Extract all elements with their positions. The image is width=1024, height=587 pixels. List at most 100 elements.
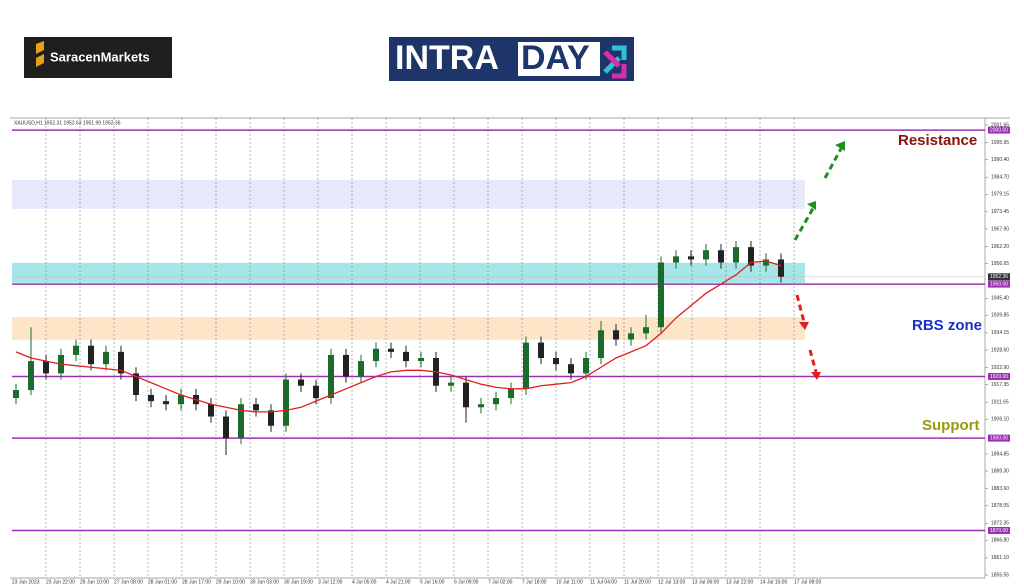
moving-average xyxy=(15,260,782,413)
candle-body xyxy=(493,398,499,405)
annotation: Support xyxy=(922,417,980,434)
y-tick-label: 1962.20 xyxy=(991,244,1009,250)
candle-body xyxy=(418,358,424,362)
candle-body xyxy=(283,379,289,426)
level-tag xyxy=(988,372,1010,380)
candle-body xyxy=(463,382,469,408)
zone xyxy=(12,317,805,340)
y-tick-label: 1894.85 xyxy=(991,451,1009,457)
candle-body xyxy=(298,379,304,386)
arrow-up xyxy=(823,144,845,179)
y-tick-label: 1917.35 xyxy=(991,382,1009,388)
candle-body xyxy=(268,410,274,426)
annotation: RBS zone xyxy=(912,317,982,334)
candle-body xyxy=(43,361,49,374)
candle-body xyxy=(778,259,784,277)
candle-body xyxy=(208,404,214,417)
level-tag xyxy=(988,280,1010,288)
y-tick-label: 1911.65 xyxy=(991,400,1009,406)
brand-logo xyxy=(24,37,172,78)
candle-body xyxy=(28,361,34,391)
candle-body xyxy=(703,250,709,260)
x-tick-label: 7 Jul 18:00 xyxy=(522,579,547,585)
candle-body xyxy=(253,404,259,411)
candle-body xyxy=(403,351,409,362)
candle-body xyxy=(388,348,394,352)
y-tick-label: 1866.80 xyxy=(991,538,1009,544)
logo-right: DAY xyxy=(521,39,590,77)
candle-body xyxy=(148,394,154,402)
x-tick-label: 11 Jul 20:00 xyxy=(624,579,651,585)
annotation: Resistance xyxy=(898,132,977,149)
x-tick-label: 30 Jun 19:00 xyxy=(284,579,313,585)
candle-body xyxy=(613,330,619,340)
x-tick-label: 13 Jul 22:00 xyxy=(726,579,753,585)
candle-body xyxy=(658,262,664,328)
arrowhead xyxy=(807,201,816,210)
y-tick-label: 1906.10 xyxy=(991,417,1009,423)
x-tick-label: 10 Jul 11:00 xyxy=(556,579,583,585)
y-tick-label: 1973.45 xyxy=(991,209,1009,215)
x-tick-label: 27 Jun 08:00 xyxy=(114,579,143,585)
candle-body xyxy=(538,342,544,359)
candle-body xyxy=(763,259,769,266)
x-tick-label: 29 Jun 10:00 xyxy=(216,579,245,585)
y-tick-label: 1995.95 xyxy=(991,140,1009,146)
level-tag xyxy=(988,434,1010,442)
level-label: 1900.00 xyxy=(990,435,1008,441)
candle-body xyxy=(733,247,739,263)
candle-body xyxy=(13,390,19,399)
intraday-box xyxy=(518,42,600,76)
x-tick-label: 30 Jun 03:00 xyxy=(250,579,279,585)
y-tick-label: 1878.05 xyxy=(991,503,1009,509)
candle-body xyxy=(583,358,589,374)
y-tick-label: 2001.65 xyxy=(991,122,1009,128)
candle-body xyxy=(673,256,679,263)
y-tick-label: 1990.40 xyxy=(991,157,1009,163)
candle-body xyxy=(688,256,694,260)
x-tick-label: 13 Jul 06:00 xyxy=(692,579,719,585)
candle-body xyxy=(598,330,604,359)
y-tick-label: 1984.70 xyxy=(991,175,1009,181)
y-tick-label: 1855.55 xyxy=(991,572,1009,578)
symbol-info: XAUUSD,H1 1952.31 1952.63 1951.99 1952.3… xyxy=(14,120,121,126)
x-tick-label: 7 Jul 02:00 xyxy=(488,579,513,585)
candle-body xyxy=(448,382,454,386)
x-tick-label: 23 Jun 22:00 xyxy=(46,579,75,585)
candle-body xyxy=(643,327,649,334)
y-tick-label: 1967.90 xyxy=(991,226,1009,232)
y-tick-label: 1922.90 xyxy=(991,365,1009,371)
y-tick-label: 1939.85 xyxy=(991,313,1009,319)
candle-body xyxy=(133,373,139,395)
candle-body xyxy=(163,401,169,405)
candle-body xyxy=(88,345,94,365)
level-tag xyxy=(988,526,1010,534)
x-tick-label: 23 Jun 2023 xyxy=(12,579,40,585)
candle-body xyxy=(748,247,754,266)
y-tick-label: 1934.15 xyxy=(991,330,1009,336)
candle-body xyxy=(313,385,319,399)
candle-body xyxy=(343,354,349,377)
price-label: 1952.36 xyxy=(990,274,1008,280)
candle-body xyxy=(373,348,379,362)
level-label: 1950.00 xyxy=(990,281,1008,287)
y-tick-label: 1861.10 xyxy=(991,555,1009,561)
candle-body xyxy=(328,354,334,399)
candle-body xyxy=(358,361,364,377)
arrow-down xyxy=(795,294,806,323)
candle-body xyxy=(718,250,724,263)
y-tick-label: 1883.60 xyxy=(991,486,1009,492)
y-tick-label: 1889.30 xyxy=(991,468,1009,474)
candle-body xyxy=(568,364,574,374)
candle-body xyxy=(118,351,124,374)
candle-body xyxy=(238,404,244,439)
y-tick-label: 1872.35 xyxy=(991,521,1009,527)
candle-body xyxy=(478,404,484,408)
logo-arrow-down xyxy=(603,50,627,79)
y-tick-label: 1928.60 xyxy=(991,347,1009,353)
candle-body xyxy=(553,358,559,365)
x-tick-label: 12 Jul 13:00 xyxy=(658,579,685,585)
candle-body xyxy=(628,333,634,340)
